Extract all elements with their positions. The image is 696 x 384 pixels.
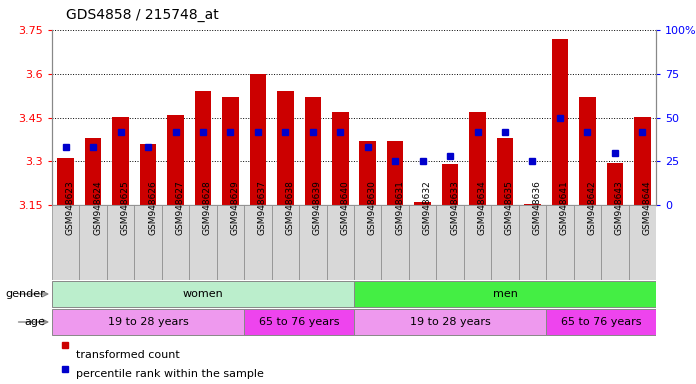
Bar — [491, 205, 519, 280]
Bar — [519, 205, 546, 280]
Text: GSM948644: GSM948644 — [642, 180, 651, 235]
Bar — [607, 163, 623, 205]
Text: transformed count: transformed count — [77, 350, 180, 360]
Bar — [250, 74, 266, 205]
Text: GSM948631: GSM948631 — [395, 180, 404, 235]
Text: percentile rank within the sample: percentile rank within the sample — [77, 369, 264, 379]
Bar — [140, 144, 157, 205]
Bar — [574, 205, 601, 280]
Bar — [326, 205, 354, 280]
Bar — [216, 205, 244, 280]
Bar — [469, 112, 486, 205]
Bar — [546, 309, 656, 336]
Bar — [464, 205, 491, 280]
Bar — [552, 39, 568, 205]
Bar — [524, 204, 541, 205]
Text: GSM948639: GSM948639 — [313, 180, 322, 235]
Bar — [634, 118, 651, 205]
Bar — [354, 205, 381, 280]
Text: 19 to 28 years: 19 to 28 years — [410, 317, 491, 327]
Text: GSM948633: GSM948633 — [450, 180, 459, 235]
Bar — [161, 205, 189, 280]
Bar — [354, 309, 546, 336]
Text: GSM948640: GSM948640 — [340, 180, 349, 235]
Text: GSM948636: GSM948636 — [532, 180, 541, 235]
Text: GSM948628: GSM948628 — [203, 180, 212, 235]
Bar — [112, 118, 129, 205]
Text: 19 to 28 years: 19 to 28 years — [108, 317, 189, 327]
Bar — [299, 205, 326, 280]
Bar — [497, 138, 513, 205]
Bar — [436, 205, 464, 280]
Bar — [58, 158, 74, 205]
Bar — [387, 141, 404, 205]
Bar — [134, 205, 161, 280]
Bar — [601, 205, 628, 280]
Bar — [354, 281, 656, 308]
Text: GSM948632: GSM948632 — [422, 180, 432, 235]
Bar — [222, 97, 239, 205]
Text: women: women — [182, 289, 223, 299]
Text: GSM948641: GSM948641 — [560, 180, 569, 235]
Bar — [579, 97, 596, 205]
Text: GSM948642: GSM948642 — [587, 180, 596, 235]
Text: GDS4858 / 215748_at: GDS4858 / 215748_at — [66, 8, 219, 22]
Bar — [167, 114, 184, 205]
Text: 65 to 76 years: 65 to 76 years — [259, 317, 340, 327]
Text: GSM948630: GSM948630 — [367, 180, 377, 235]
Bar — [195, 91, 212, 205]
Text: GSM948629: GSM948629 — [230, 180, 239, 235]
Text: GSM948638: GSM948638 — [285, 180, 294, 235]
Bar — [52, 205, 79, 280]
Bar — [85, 138, 102, 205]
Bar — [546, 205, 574, 280]
Bar — [277, 91, 294, 205]
Text: GSM948626: GSM948626 — [148, 180, 157, 235]
Text: age: age — [24, 317, 45, 327]
Text: GSM948623: GSM948623 — [65, 180, 74, 235]
Text: GSM948627: GSM948627 — [175, 180, 184, 235]
Text: GSM948634: GSM948634 — [477, 180, 487, 235]
Text: men: men — [493, 289, 517, 299]
Text: GSM948643: GSM948643 — [615, 180, 624, 235]
Bar — [52, 281, 354, 308]
Bar — [189, 205, 216, 280]
Bar — [107, 205, 134, 280]
Bar — [381, 205, 409, 280]
Text: GSM948637: GSM948637 — [258, 180, 267, 235]
Text: gender: gender — [6, 289, 45, 299]
Bar — [244, 205, 271, 280]
Text: GSM948625: GSM948625 — [120, 180, 129, 235]
Text: GSM948624: GSM948624 — [93, 180, 102, 235]
Bar — [360, 141, 376, 205]
Bar — [442, 164, 459, 205]
Bar — [305, 97, 321, 205]
Bar — [409, 205, 436, 280]
Bar — [271, 205, 299, 280]
Bar — [628, 205, 656, 280]
Bar — [244, 309, 354, 336]
Bar — [414, 202, 431, 205]
Text: 65 to 76 years: 65 to 76 years — [561, 317, 641, 327]
Text: GSM948635: GSM948635 — [505, 180, 514, 235]
Bar — [52, 309, 244, 336]
Bar — [332, 112, 349, 205]
Bar — [79, 205, 107, 280]
